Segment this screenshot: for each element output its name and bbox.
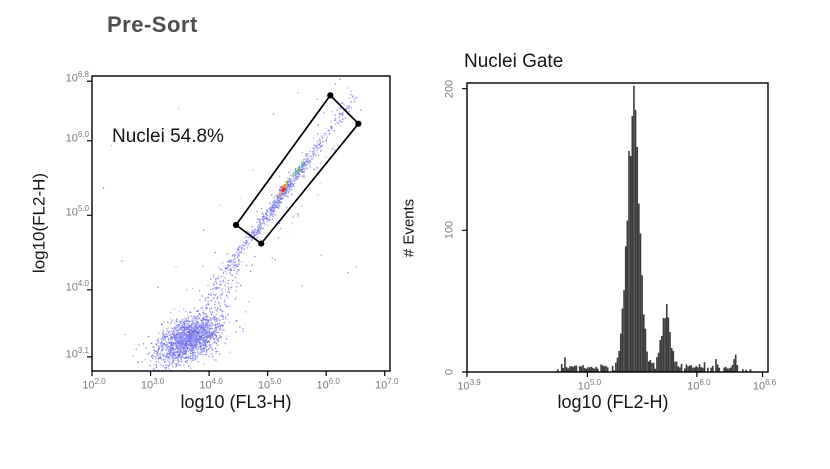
histogram-x-axis-label: log10 (FL2-H) [557,392,669,412]
histogram-y-axis-label: # Events [400,198,418,258]
gate-percentage-label: Nuclei 54.8% [112,126,224,147]
histogram-title: Nuclei Gate [464,51,564,72]
scatter-x-axis-label: log10 (FL3-H) [180,392,292,412]
figure-title: Pre-Sort [107,12,198,37]
scatter-y-axis-label: log10(FL2-H) [29,172,49,274]
